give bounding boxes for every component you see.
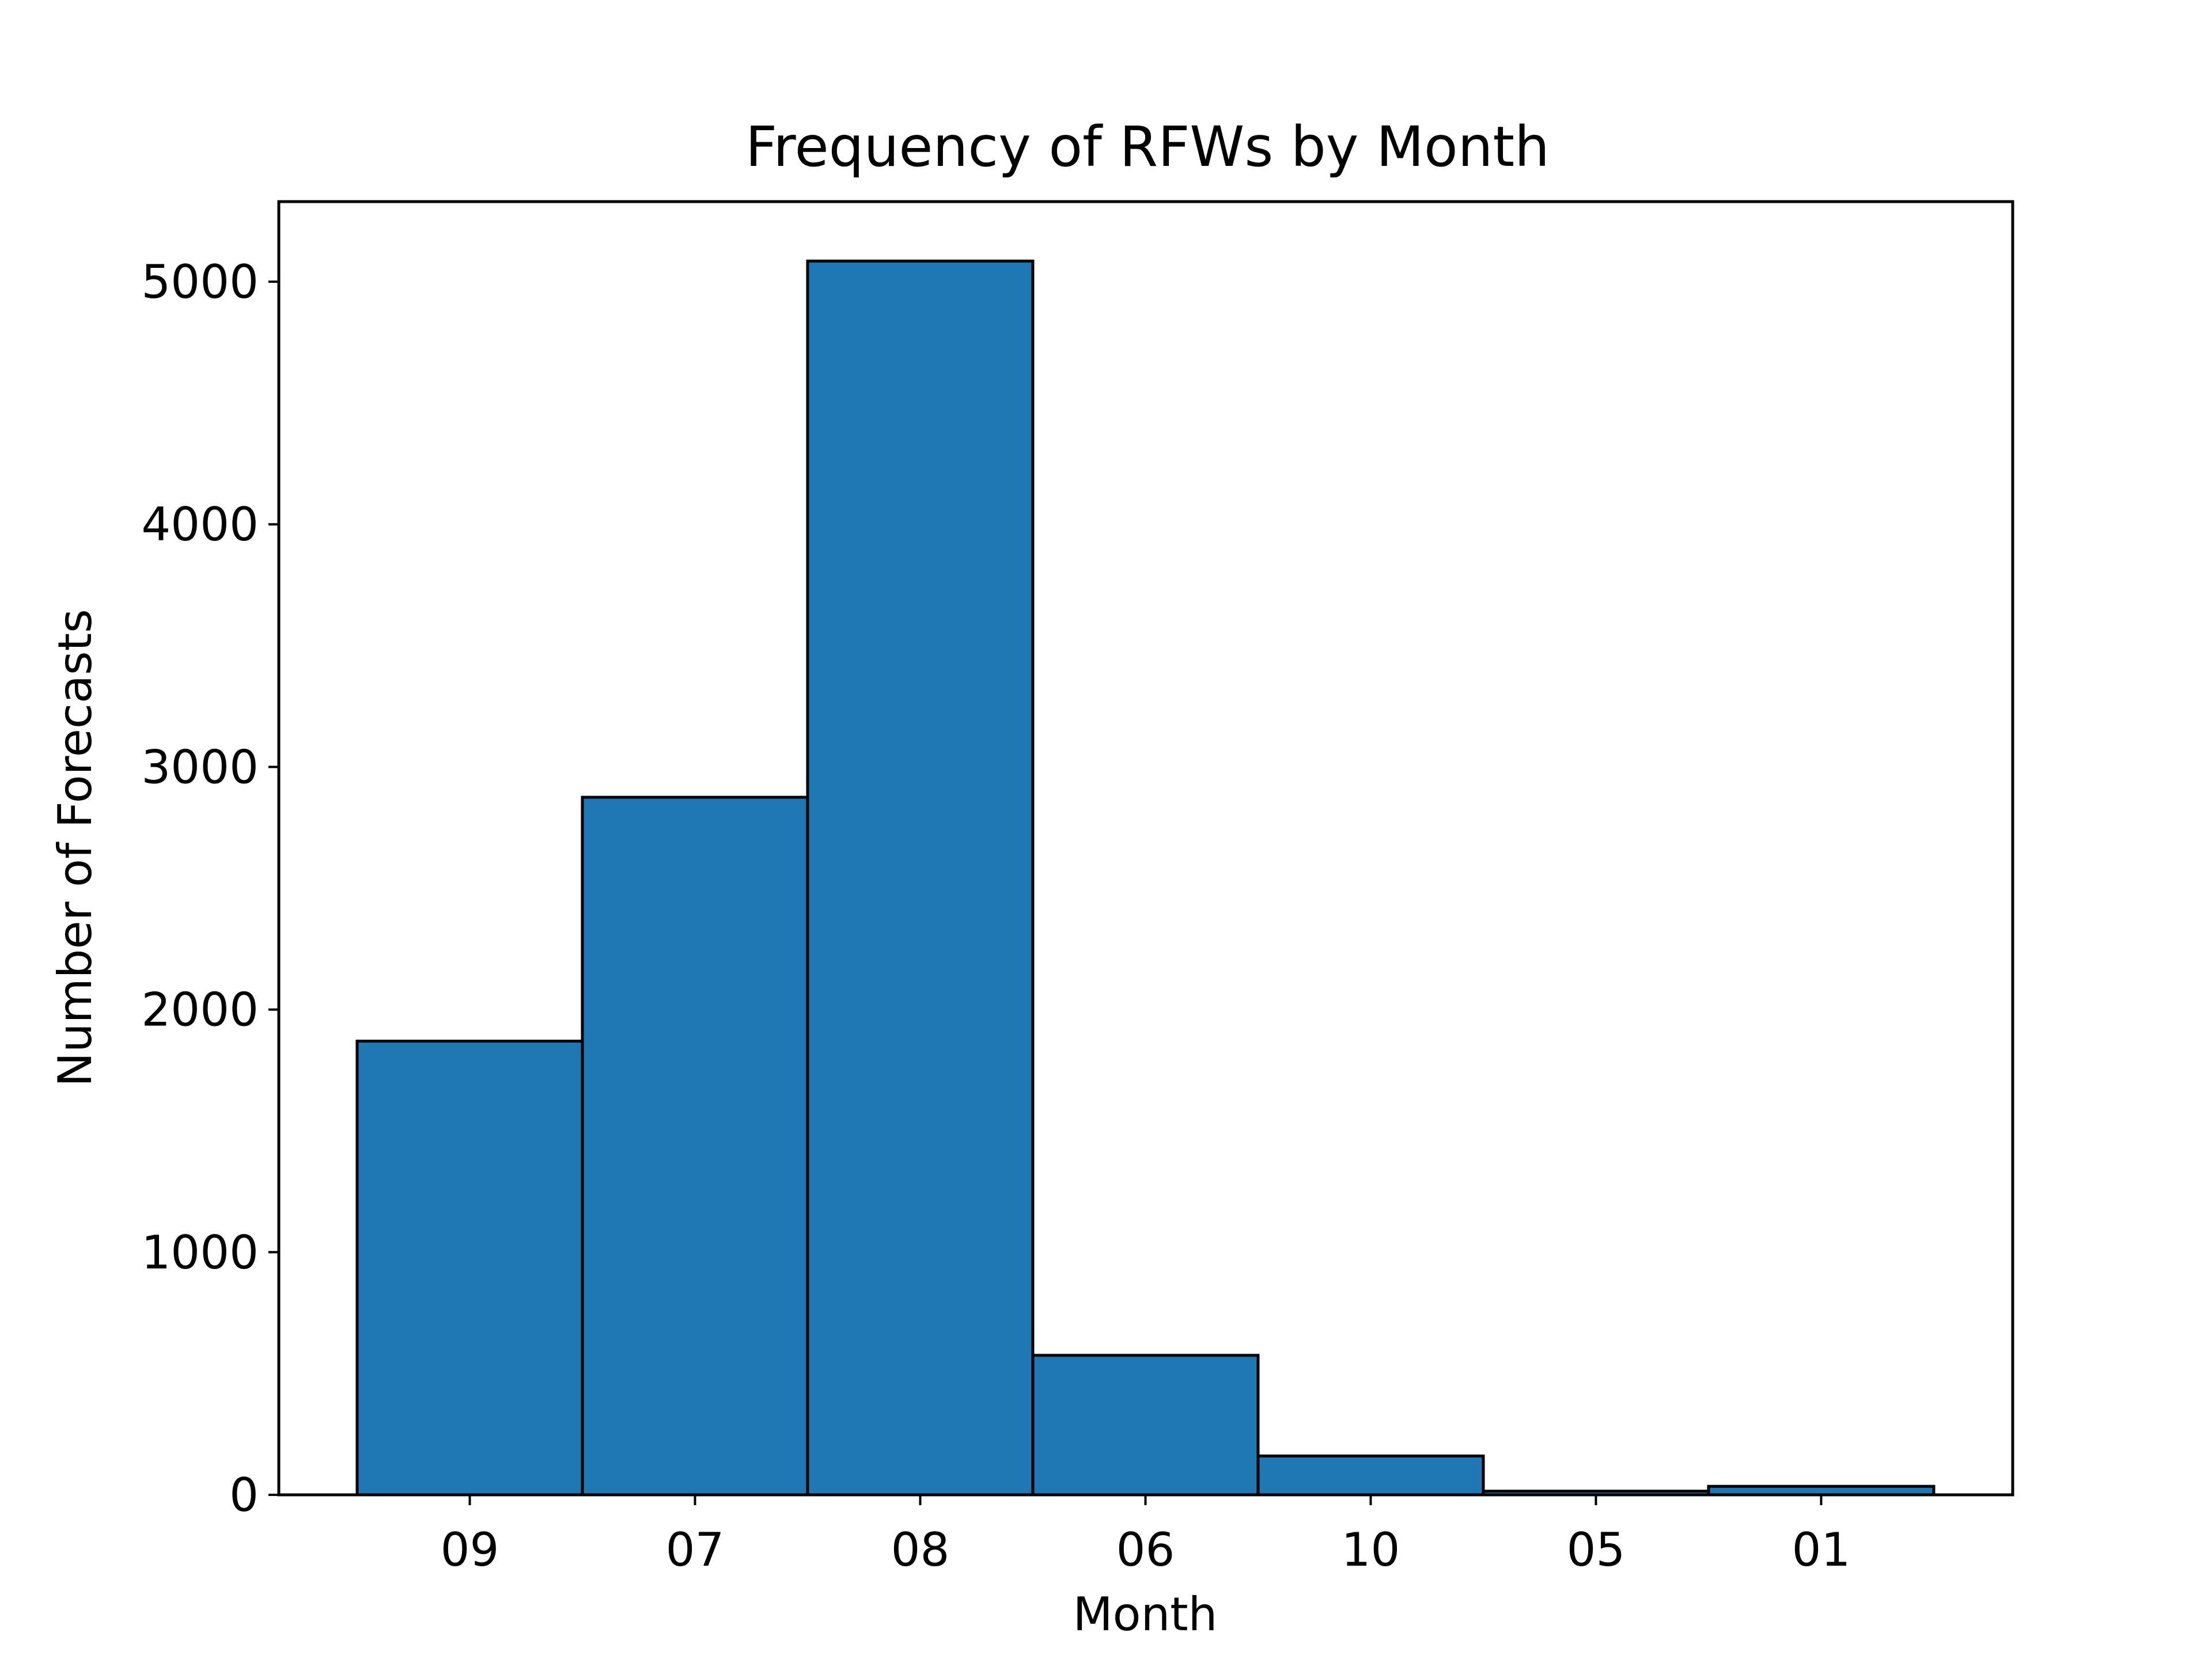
y-axis: 0 1000 2000 3000 4000 5000 [141,255,279,1522]
x-tick-label-07: 07 [666,1523,725,1577]
y-tick-label-2000: 2000 [141,983,259,1037]
x-tick-label-05: 05 [1567,1523,1626,1577]
y-tick-label-0: 0 [229,1468,259,1522]
y-tick-label-5000: 5000 [141,255,259,309]
x-tick-label-01: 01 [1792,1523,1851,1577]
x-tick-label-08: 08 [891,1523,950,1577]
chart-title: Frequency of RFWs by Month [745,115,1550,179]
bars-group [355,259,1936,1497]
bar-06 [1031,1354,1260,1497]
bar-08 [806,259,1035,1497]
y-tick-label-4000: 4000 [141,498,259,551]
y-axis-label: Number of Forecasts [48,609,102,1087]
bar-07 [581,796,809,1497]
x-tick-label-09: 09 [441,1523,499,1577]
x-tick-label-06: 06 [1116,1523,1175,1577]
y-tick-label-3000: 3000 [141,740,259,794]
x-tick-label-10: 10 [1342,1523,1400,1577]
bar-10 [1256,1455,1485,1497]
x-axis: 09 07 08 06 10 05 01 [441,1495,1851,1577]
x-axis-label: Month [1073,1588,1218,1641]
bar-09 [355,1039,584,1497]
y-tick-label-1000: 1000 [141,1226,259,1279]
